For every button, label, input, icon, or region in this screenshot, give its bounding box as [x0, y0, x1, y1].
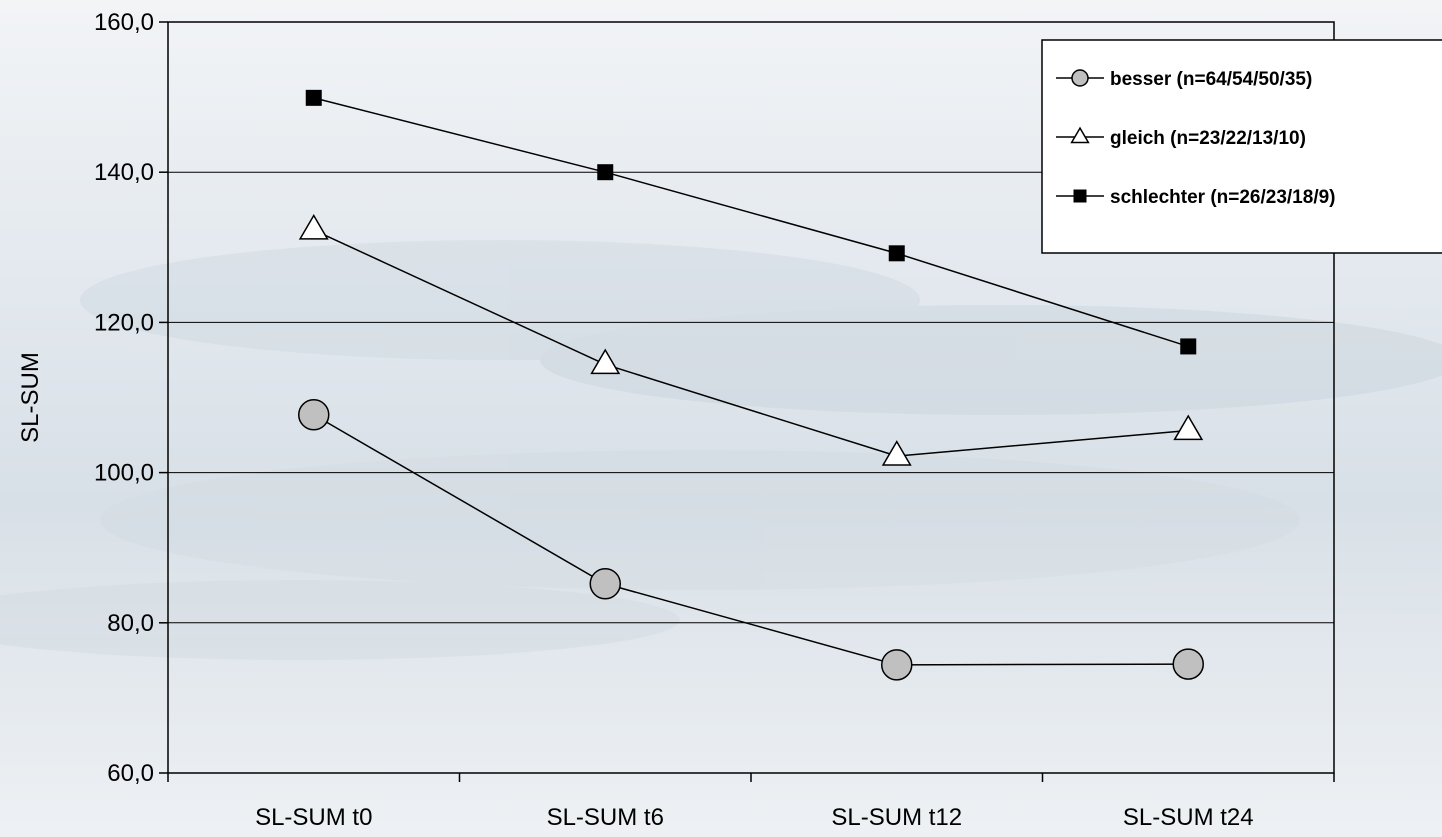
series-line [313, 414, 1189, 666]
y-axis-title: SL-SUM [17, 352, 44, 443]
data-point [298, 214, 329, 240]
data-point [589, 567, 621, 600]
data-point [888, 245, 905, 262]
legend-marker [1070, 126, 1090, 144]
series-line [313, 97, 1189, 348]
y-tick-label: 120,0 [94, 309, 154, 336]
legend-label: gleich (n=23/22/13/10) [1110, 128, 1306, 149]
y-tick-label: 100,0 [94, 460, 154, 487]
series-layer [298, 89, 1204, 681]
background-texture [0, 240, 1442, 660]
data-point [298, 399, 330, 431]
data-point [1173, 414, 1204, 441]
x-tick-label: SL-SUM t0 [255, 804, 372, 831]
x-tick-label: SL-SUM t12 [831, 804, 962, 831]
legend-item: schlechter (n=26/23/18/9) [1056, 187, 1336, 208]
legend-box [1041, 39, 1442, 254]
legend-item: besser (n=64/54/50/35) [1056, 69, 1312, 90]
legend: besser (n=64/54/50/35) gleich (n=23/22/13… [1041, 39, 1442, 254]
y-tick-label: 80,0 [107, 610, 154, 637]
legend-marker [1071, 69, 1089, 87]
legend-item: gleich (n=23/22/13/10) [1056, 126, 1306, 149]
data-point [305, 89, 322, 106]
x-tick-label: SL-SUM t24 [1123, 804, 1254, 831]
series-circle [298, 399, 1204, 681]
y-axis: 60,0 80,0 100,0 120,0 140,0 160,0 [94, 9, 168, 787]
legend-label: besser (n=64/54/50/35) [1110, 69, 1312, 90]
series-square [305, 89, 1197, 355]
y-tick-label: 140,0 [94, 159, 154, 186]
data-point [1180, 338, 1197, 355]
legend-label: schlechter (n=26/23/18/9) [1110, 187, 1336, 208]
data-point [881, 649, 913, 681]
x-tick-label: SL-SUM t6 [547, 804, 664, 831]
series-triangle [298, 214, 1204, 466]
x-axis: SL-SUM t0 SL-SUM t6 SL-SUM t12 SL-SUM t24 [167, 773, 1335, 831]
y-tick-label: 160,0 [94, 9, 154, 36]
data-point [597, 164, 614, 181]
legend-marker [1073, 189, 1087, 203]
y-tick-label: 60,0 [107, 760, 154, 787]
series-line [313, 229, 1189, 457]
data-point [881, 440, 912, 466]
data-point [590, 348, 621, 375]
data-point [1172, 648, 1204, 680]
